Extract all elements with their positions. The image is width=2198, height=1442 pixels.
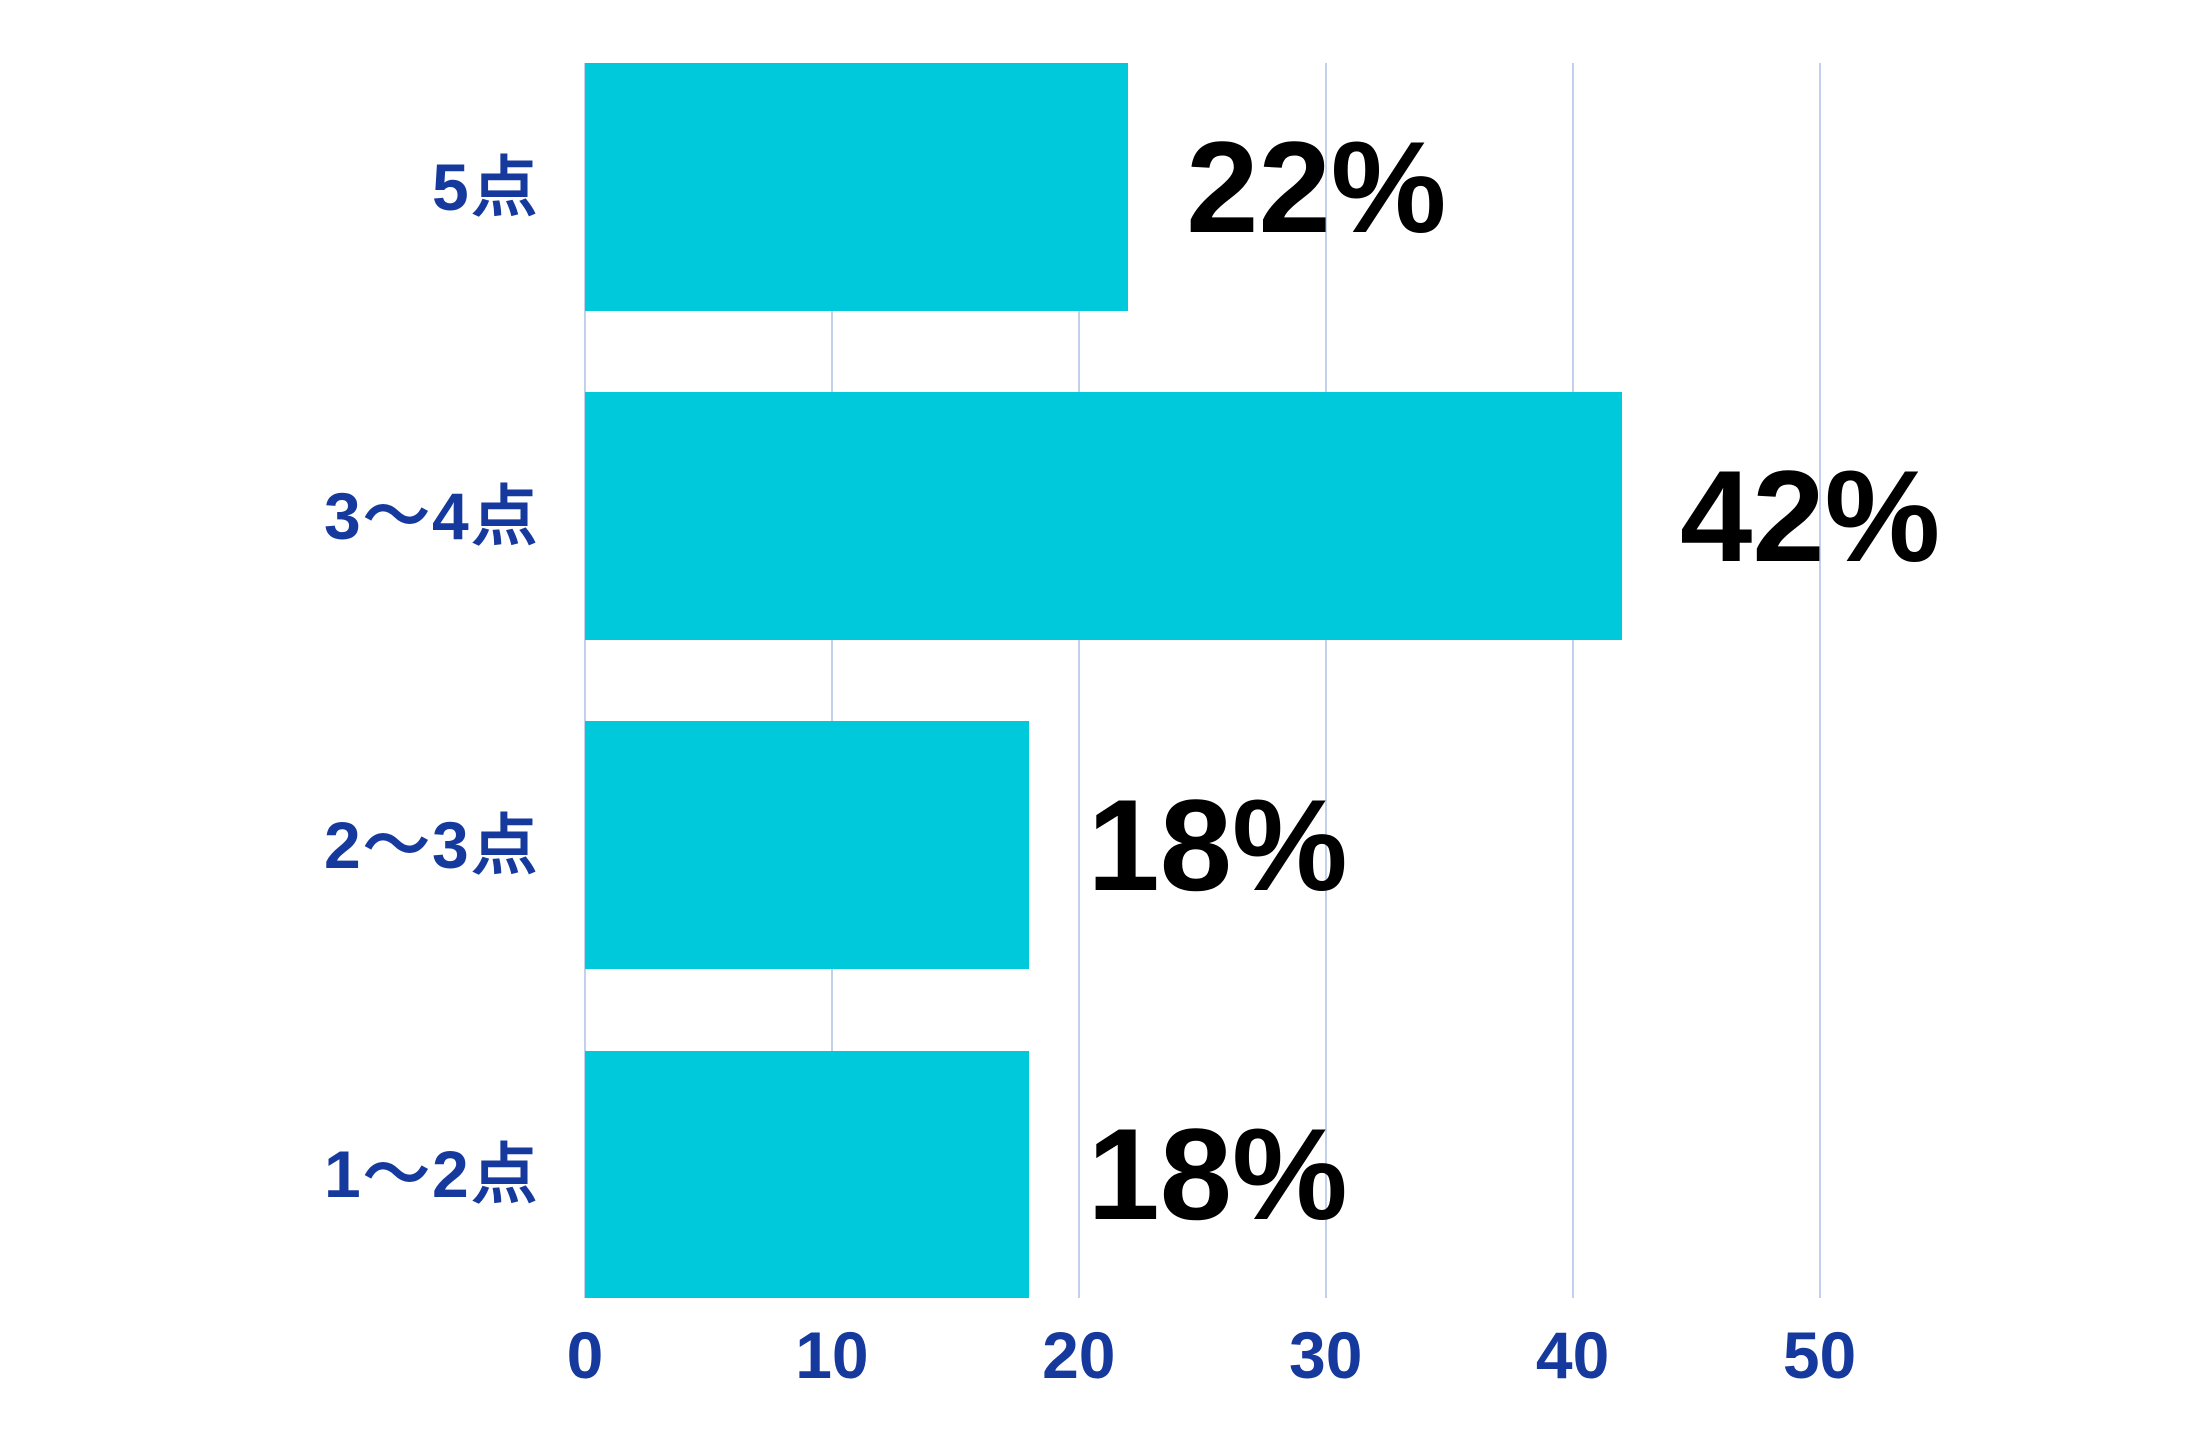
- gridline-x-40: [1571, 63, 1574, 1298]
- bar-1: [585, 63, 1129, 311]
- category-label: 5点: [432, 149, 540, 224]
- data-label: 18%: [1087, 1101, 1348, 1248]
- gridline-x-30: [1324, 63, 1327, 1298]
- gridline-x-10: [830, 63, 833, 1298]
- category-label: 2〜3点: [324, 808, 540, 883]
- x-tick-label: 40: [1535, 1318, 1610, 1392]
- bar-4: [585, 1050, 1030, 1298]
- gridline-x-0: [584, 63, 586, 1298]
- gridline-x-20: [1077, 63, 1080, 1298]
- bar-2: [585, 392, 1623, 640]
- data-label: 22%: [1186, 113, 1447, 260]
- category-label: 1〜2点: [324, 1137, 540, 1212]
- data-label: 42%: [1680, 442, 1941, 589]
- x-tick-label: 20: [1042, 1318, 1116, 1392]
- category-label: 3〜4点: [324, 478, 540, 553]
- bar-3: [585, 721, 1030, 969]
- x-tick-label: 0: [566, 1318, 604, 1392]
- data-label: 18%: [1087, 772, 1348, 919]
- x-tick-label: 30: [1289, 1318, 1363, 1392]
- x-tick-label: 50: [1782, 1318, 1857, 1392]
- x-tick-label: 10: [795, 1318, 869, 1392]
- gridline-x-50: [1818, 63, 1821, 1298]
